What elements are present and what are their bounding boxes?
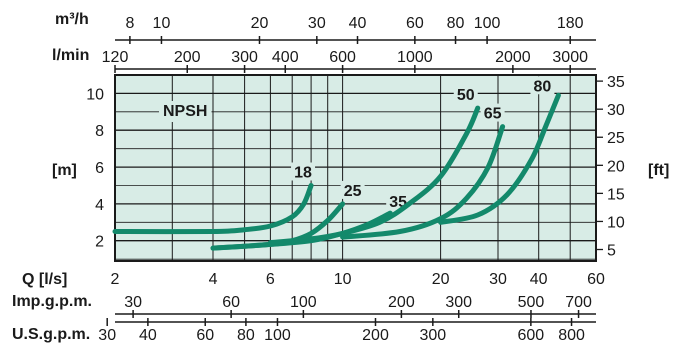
npsh-curve-50	[267, 105, 481, 246]
m3h-tick-label: 60	[406, 15, 424, 32]
y-tick-label-ft: 15	[607, 186, 625, 203]
plot-frame	[114, 74, 597, 262]
x-tick-label-q: 30	[489, 271, 507, 288]
top-axis-label-m3h: m³/h	[55, 11, 89, 28]
imp-gpm-tick-label: 700	[565, 294, 592, 311]
x-tick-label-q: 60	[587, 271, 605, 288]
imp-gpm-tick-label: 60	[222, 294, 240, 311]
top-axis-label-lmin: l/min	[52, 47, 89, 64]
x-tick-label-q: 10	[334, 271, 352, 288]
us-gpm-tick-label: 60	[196, 327, 214, 344]
lmin-tick-label: 2000	[495, 49, 531, 66]
x-tick-label-q: 40	[530, 271, 548, 288]
npsh-curve-80	[438, 92, 561, 225]
lmin-tick-label: 3000	[552, 49, 588, 66]
bottom-axis-label-imp: Imp.g.p.m.	[12, 293, 92, 310]
lmin-tick-label: 120	[102, 49, 129, 66]
curve-label-80: 80	[534, 78, 552, 95]
npsh-curve-18	[112, 183, 314, 235]
lmin-tick-label: 600	[329, 49, 356, 66]
y-tick-label-ft: 10	[607, 214, 625, 231]
x-tick-label-q: 2	[111, 271, 120, 288]
m3h-tick-label: 80	[447, 15, 465, 32]
us-gpm-tick-label: 30	[98, 327, 116, 344]
lmin-tick-label: 300	[231, 49, 258, 66]
imp-gpm-tick-label: 300	[445, 294, 472, 311]
y-tick-label-m: 2	[95, 234, 104, 251]
us-gpm-tick-label: 200	[362, 327, 389, 344]
y-tick-label-m: 8	[95, 123, 104, 140]
npsh-curve-65	[340, 124, 506, 240]
curve-label-bg	[453, 85, 478, 104]
chart-title: NPSH	[163, 103, 207, 120]
m3h-tick-label: 20	[251, 15, 269, 32]
bottom-axis-label-us: U.S.g.p.m.	[12, 326, 90, 343]
curve-label-bg	[480, 103, 505, 122]
curve-label-bg	[530, 76, 555, 95]
us-gpm-tick-label: 100	[264, 327, 291, 344]
y-tick-label-ft: 5	[607, 243, 616, 260]
curve-label-bg	[291, 162, 316, 181]
y-tick-label-m: 4	[95, 197, 104, 214]
chart-title-bg	[159, 101, 212, 122]
y-tick-label-m: 6	[95, 160, 104, 177]
m3h-tick-label: 8	[125, 15, 134, 32]
x-tick-label-q: 20	[432, 271, 450, 288]
m3h-tick-label: 30	[308, 15, 326, 32]
x-axis-label-q: Q [l/s]	[22, 271, 67, 288]
y-axis-label-ft: [ft]	[648, 162, 669, 179]
grid-lines	[115, 74, 596, 261]
us-gpm-tick-label: 80	[237, 327, 255, 344]
y-tick-label-ft: 25	[607, 130, 625, 147]
y-tick-label-ft: 30	[607, 102, 625, 119]
lmin-tick-label: 1000	[397, 49, 433, 66]
curve-label-18: 18	[294, 164, 312, 181]
curve-label-bg	[340, 180, 365, 199]
y-tick-label-ft: 20	[607, 158, 625, 175]
axes: 2 4 6 8 10 5 10 15 20 25 30 35 2 4 6 10 20 30 40 60 8 10 20 30 4…	[86, 15, 625, 344]
curve-label-65: 65	[484, 106, 502, 123]
imp-gpm-tick-label: 30	[124, 294, 142, 311]
imp-gpm-tick-label: 200	[388, 294, 415, 311]
us-gpm-tick-label: 600	[518, 327, 545, 344]
m3h-tick-label: 10	[153, 15, 171, 32]
y-tick-label-ft: 35	[607, 74, 625, 91]
us-gpm-tick-label: 800	[558, 327, 585, 344]
us-gpm-tick-label: 40	[139, 327, 157, 344]
x-tick-label-q: 4	[209, 271, 218, 288]
m3h-tick-label: 180	[557, 15, 584, 32]
m3h-tick-label: 40	[349, 15, 367, 32]
imp-gpm-tick-label: 100	[290, 294, 317, 311]
us-gpm-tick-label: 300	[419, 327, 446, 344]
lmin-tick-label: 200	[174, 49, 201, 66]
m3h-tick-label: 100	[474, 15, 501, 32]
y-axis-label-m: [m]	[52, 162, 77, 179]
x-tick-label-q: 6	[266, 271, 275, 288]
curve-label-50: 50	[457, 87, 475, 104]
curve-label-25: 25	[344, 183, 362, 200]
lmin-tick-label: 400	[272, 49, 299, 66]
imp-gpm-tick-label: 500	[518, 294, 545, 311]
y-tick-label-m: 10	[86, 86, 104, 103]
